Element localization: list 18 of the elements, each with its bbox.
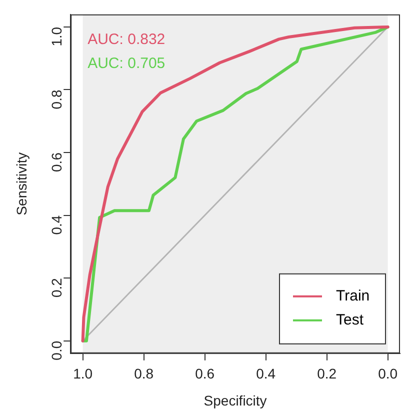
legend-label: Test bbox=[336, 312, 364, 329]
x-tick-label: 0.6 bbox=[195, 366, 215, 382]
x-tick-label: 0.0 bbox=[378, 366, 398, 382]
y-tick-label: 0.4 bbox=[48, 215, 64, 235]
y-tick-label: 0.6 bbox=[48, 152, 64, 172]
annotation: AUC: 0.832 bbox=[88, 31, 166, 48]
y-tick-label: 0.0 bbox=[48, 340, 64, 360]
y-axis-title: Sensitivity bbox=[13, 152, 30, 216]
x-tick-label: 0.2 bbox=[317, 366, 337, 382]
annotation: AUC: 0.705 bbox=[88, 55, 166, 72]
y-tick-label: 1.0 bbox=[48, 26, 64, 46]
x-tick-label: 0.4 bbox=[256, 366, 276, 382]
legend-label: Train bbox=[336, 288, 370, 305]
y-tick-label: 0.2 bbox=[48, 278, 64, 298]
x-axis-title: Specificity bbox=[204, 392, 267, 408]
x-tick-label: 0.8 bbox=[134, 366, 154, 382]
y-tick-label: 0.8 bbox=[48, 90, 64, 110]
x-tick-label: 1.0 bbox=[73, 366, 93, 382]
